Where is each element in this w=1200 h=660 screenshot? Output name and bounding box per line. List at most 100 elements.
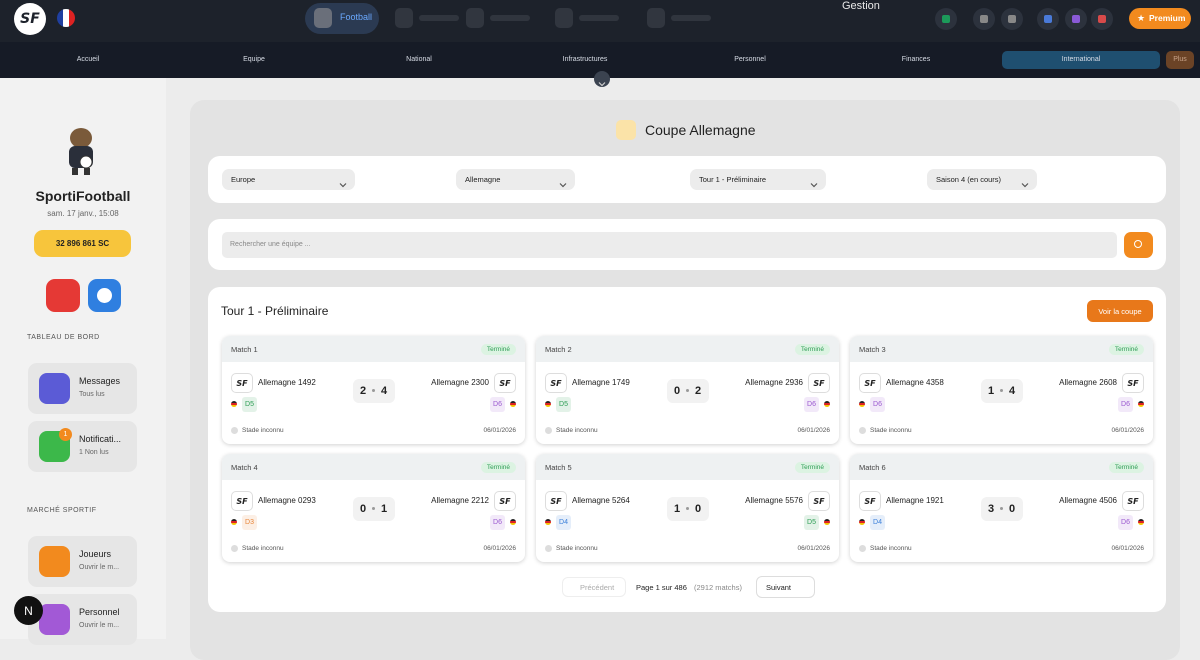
- prev-button[interactable]: [562, 577, 626, 597]
- cup-button[interactable]: Voir la coupe: [1087, 300, 1153, 322]
- venue-icon: [859, 427, 866, 434]
- tab[interactable]: Personnel: [734, 56, 766, 63]
- team-logo: SF: [859, 373, 881, 393]
- match-card[interactable]: Match 1 Terminé SF Allemagne 1492 D5 SF Allema…: [222, 336, 525, 444]
- filter-select[interactable]: [927, 169, 1037, 190]
- item-sub: Tous lus: [79, 391, 105, 398]
- flag-icon: [510, 401, 516, 407]
- item-sub: 1 Non lus: [79, 449, 109, 456]
- venue: Stade inconnu: [556, 427, 598, 434]
- next-button[interactable]: [756, 576, 815, 598]
- item-badge: 1: [59, 428, 72, 441]
- prev-label: Précédent: [580, 583, 615, 592]
- score-home: 2: [360, 385, 367, 397]
- score-sep: [686, 389, 689, 392]
- tab[interactable]: Infrastructures: [562, 56, 608, 63]
- score-away: 0: [695, 503, 702, 515]
- logo[interactable]: SF: [14, 3, 46, 35]
- flag[interactable]: [57, 9, 75, 27]
- tab[interactable]: Accueil: [76, 56, 100, 63]
- venue-icon: [545, 427, 552, 434]
- venue: Stade inconnu: [870, 545, 912, 552]
- tab-more[interactable]: [1166, 51, 1194, 69]
- match-card[interactable]: Match 4 Terminé SF Allemagne 0293 D3 SF Allema…: [222, 454, 525, 562]
- match-label: Match 6: [859, 463, 886, 472]
- icon-button[interactable]: [973, 8, 995, 30]
- icon: [980, 15, 988, 23]
- team-name: Allemagne 0293: [258, 496, 316, 505]
- nav-blurred[interactable]: [555, 8, 573, 28]
- match-label: Match 1: [231, 345, 258, 354]
- balance[interactable]: 32 896 861 SC: [34, 230, 131, 257]
- shop-button[interactable]: [46, 279, 80, 312]
- icon-button[interactable]: [1091, 8, 1113, 30]
- section-title: MARCHÉ SPORTIF: [27, 507, 97, 514]
- division-badge: D5: [242, 397, 257, 412]
- nav-blurred[interactable]: [466, 8, 484, 28]
- filter-select[interactable]: [690, 169, 826, 190]
- icon-button[interactable]: [1037, 8, 1059, 30]
- tab[interactable]: Plus: [1173, 56, 1187, 63]
- match-date: 06/01/2026: [483, 427, 516, 434]
- item-title: Messages: [79, 376, 121, 386]
- tab[interactable]: Finances: [901, 56, 931, 63]
- score-away: 4: [381, 385, 388, 397]
- match-status: Terminé: [1108, 344, 1144, 355]
- nav-blurred[interactable]: [647, 8, 665, 28]
- match-status: Terminé: [794, 462, 830, 473]
- tab-active[interactable]: [1002, 51, 1160, 69]
- filter-select[interactable]: [222, 169, 355, 190]
- team-name: Allemagne 2300: [431, 378, 489, 387]
- nav-icon: [314, 8, 332, 28]
- match-header: [222, 454, 525, 480]
- team-logo: SF: [545, 373, 567, 393]
- chevron: [810, 183, 818, 188]
- premium-button[interactable]: Premium ★: [1129, 8, 1191, 29]
- item-title: Personnel: [79, 607, 120, 617]
- tab[interactable]: National: [406, 56, 432, 63]
- match-label: Match 2: [545, 345, 572, 354]
- sidebar-item[interactable]: Joueurs Ouvrir le m...: [28, 536, 137, 587]
- icon-button[interactable]: [935, 8, 957, 30]
- dev-badge[interactable]: N: [14, 596, 43, 625]
- match-card[interactable]: Match 2 Terminé SF Allemagne 1749 D5 SF Allema…: [536, 336, 839, 444]
- tab[interactable]: International: [1061, 56, 1101, 63]
- flag-icon: [859, 519, 865, 525]
- division-badge: D6: [870, 397, 885, 412]
- icon: [1072, 15, 1080, 23]
- balance-label: 32 896 861 SC: [55, 239, 110, 248]
- team-logo: SF: [1122, 373, 1144, 393]
- icon-button[interactable]: [1001, 8, 1023, 30]
- collapse-button[interactable]: [594, 71, 610, 87]
- team-name: Allemagne 2212: [431, 496, 489, 505]
- chevron-icon: [810, 176, 818, 188]
- sidebar-item[interactable]: Notificati... 1 Non lus 1: [28, 421, 137, 472]
- search-icon: [1134, 240, 1142, 248]
- tab[interactable]: Equipe: [243, 56, 265, 63]
- filter-label: Tour 1 - Préliminaire: [699, 175, 767, 184]
- flag-icon: [824, 401, 830, 407]
- nav-blurred-label: [671, 15, 711, 21]
- division-badge: D4: [870, 515, 885, 530]
- team-name: Allemagne 1921: [886, 496, 944, 505]
- match-header: [850, 454, 1153, 480]
- item-title: Joueurs: [79, 549, 112, 559]
- venue: Stade inconnu: [242, 545, 284, 552]
- score-home: 1: [988, 385, 995, 397]
- sidebar-item[interactable]: Personnel Ouvrir le m...: [28, 594, 137, 645]
- chevron: [559, 183, 567, 188]
- sidebar-item[interactable]: Messages Tous lus: [28, 363, 137, 414]
- flag-icon: [545, 401, 551, 407]
- app: SF Football Gestion Premium ★ Accueil Equipe Na…: [0, 0, 1200, 635]
- venue-icon: [231, 545, 238, 552]
- match-card[interactable]: Match 6 Terminé SF Allemagne 1921 D4 SF Allema…: [850, 454, 1153, 562]
- nav-blurred-label: [579, 15, 619, 21]
- search-input[interactable]: [222, 232, 1117, 258]
- icon-button[interactable]: [1065, 8, 1087, 30]
- match-card[interactable]: Match 3 Terminé SF Allemagne 4358 D6 SF Allema…: [850, 336, 1153, 444]
- filter-select[interactable]: [456, 169, 575, 190]
- score-home: 1: [674, 503, 681, 515]
- match-date: 06/01/2026: [797, 427, 830, 434]
- match-card[interactable]: Match 5 Terminé SF Allemagne 5264 D4 SF Allema…: [536, 454, 839, 562]
- nav-blurred[interactable]: [395, 8, 413, 28]
